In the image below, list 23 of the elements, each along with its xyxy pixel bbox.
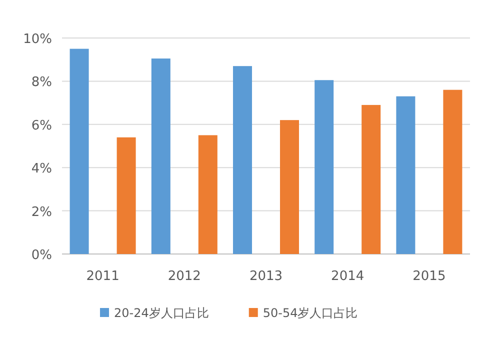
- bar: [314, 80, 334, 254]
- bar: [198, 135, 218, 254]
- x-tick-label: 2015: [412, 269, 446, 284]
- bar: [396, 96, 416, 254]
- x-tick-label: 2014: [331, 269, 364, 284]
- x-tick-label: 2013: [249, 269, 283, 284]
- y-tick-label: 0%: [31, 248, 52, 263]
- x-tick-label: 2011: [86, 269, 120, 284]
- legend-label: 20-24岁人口占比: [114, 306, 209, 320]
- legend-label: 50-54岁人口占比: [262, 306, 358, 320]
- y-tick-label: 4%: [31, 162, 52, 177]
- bar: [362, 104, 381, 254]
- bar: [280, 120, 299, 254]
- bar: [151, 58, 170, 254]
- bar: [70, 48, 89, 254]
- y-tick-label: 8%: [31, 75, 52, 90]
- x-tick-label: 2012: [168, 269, 201, 284]
- bar: [233, 66, 252, 254]
- y-tick-label: 10%: [23, 32, 52, 47]
- bar: [443, 90, 462, 254]
- bar: [116, 137, 136, 254]
- y-tick-label: 2%: [31, 204, 52, 220]
- y-tick-label: 6%: [31, 118, 52, 134]
